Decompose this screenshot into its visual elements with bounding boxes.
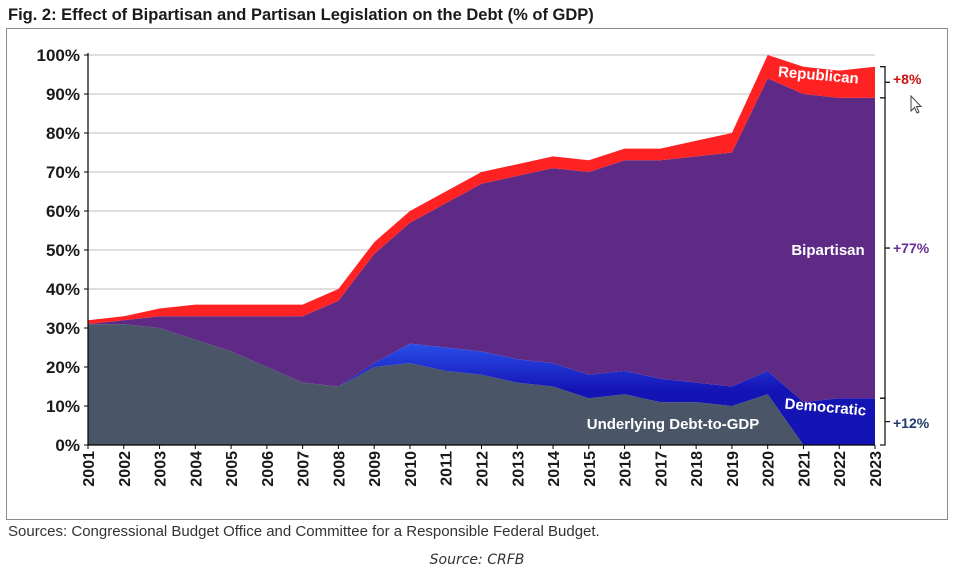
x-tick-label: 2011 xyxy=(439,451,456,486)
y-tick-label: 70% xyxy=(46,163,80,182)
annotations: Republican Bipartisan Democratic Underly… xyxy=(587,64,930,433)
republican-bracket-value: +8% xyxy=(893,71,922,87)
y-tick-label: 50% xyxy=(46,241,80,260)
sources-note: Sources: Congressional Budget Office and… xyxy=(8,523,600,540)
x-tick-label: 2020 xyxy=(761,451,778,487)
x-tick-label: 2022 xyxy=(832,451,849,487)
chart-title: Fig. 2: Effect of Bipartisan and Partisa… xyxy=(8,6,594,24)
y-tick-label: 60% xyxy=(46,202,80,221)
chart-frame xyxy=(6,28,948,520)
republican-label: Republican xyxy=(777,64,859,88)
value-brackets xyxy=(880,66,890,446)
stacked-areas xyxy=(88,55,875,445)
y-tick-label: 40% xyxy=(46,280,80,299)
y-tick-label: 10% xyxy=(46,397,80,416)
y-tick-label: 100% xyxy=(37,46,80,65)
x-tick-label: 2019 xyxy=(725,451,742,487)
x-tick-label: 2013 xyxy=(510,451,527,487)
y-tick-label: 80% xyxy=(46,124,80,143)
x-tick-label: 2021 xyxy=(796,451,813,487)
bipartisan-bracket xyxy=(880,97,890,399)
x-tick-label: 2003 xyxy=(153,451,170,487)
y-tick-label: 20% xyxy=(46,358,80,377)
underlying-debt-label: Underlying Debt-to-GDP xyxy=(587,416,760,433)
x-tick-label: 2017 xyxy=(653,451,670,487)
mouse-cursor-icon xyxy=(910,94,923,114)
x-tick-label: 2009 xyxy=(367,451,384,487)
democratic-bracket-value: +12% xyxy=(893,415,930,431)
axes: 0% 10% 20% 30% 40% 50% 60% 70% 80% 90% 100% 2001 200… xyxy=(37,46,885,487)
x-tick-label: 2018 xyxy=(689,451,706,487)
republican-bracket xyxy=(880,66,890,99)
x-tick-label: 2014 xyxy=(546,451,563,487)
y-tick-label: 30% xyxy=(46,319,80,338)
x-tick-label: 2002 xyxy=(117,451,134,487)
bipartisan-area xyxy=(88,78,875,403)
x-tick-label: 2023 xyxy=(868,451,885,487)
y-tick-label: 0% xyxy=(55,436,80,455)
x-tick-label: 2016 xyxy=(618,451,635,487)
image-credit: Source: CRFB xyxy=(429,552,525,568)
x-tick-label: 2012 xyxy=(475,451,492,487)
x-tick-label: 2008 xyxy=(331,451,348,487)
x-tick-label: 2004 xyxy=(188,451,205,487)
y-tick-label: 90% xyxy=(46,85,80,104)
x-tick-label: 2001 xyxy=(81,451,98,487)
x-tick-label: 2010 xyxy=(403,451,420,487)
x-tick-label: 2005 xyxy=(224,451,241,487)
bipartisan-label: Bipartisan xyxy=(791,242,864,259)
x-tick-label: 2006 xyxy=(260,451,277,487)
democratic-bracket xyxy=(880,397,890,446)
x-tick-label: 2007 xyxy=(296,451,313,487)
republican-area xyxy=(88,55,875,325)
x-tick-label: 2015 xyxy=(582,451,599,487)
underlying-debt-area xyxy=(88,324,875,445)
democratic-area xyxy=(88,324,875,445)
bipartisan-bracket-value: +77% xyxy=(893,240,930,256)
